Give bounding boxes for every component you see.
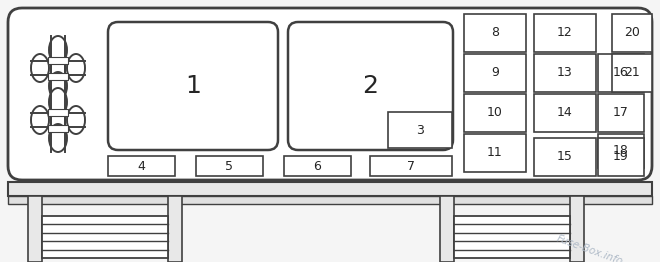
Text: 4: 4 (137, 160, 145, 172)
Bar (370, 156, 452, 176)
Bar (464, 134, 526, 172)
Bar (534, 14, 596, 52)
Bar (598, 54, 644, 92)
Bar (612, 54, 652, 92)
Ellipse shape (49, 72, 67, 100)
Text: 3: 3 (416, 123, 424, 137)
Bar (440, 196, 454, 262)
Bar (31, 113, 85, 127)
Bar (8, 182, 652, 196)
FancyBboxPatch shape (288, 22, 453, 150)
Ellipse shape (67, 54, 85, 82)
Bar (464, 14, 526, 52)
Bar (51, 88, 65, 152)
Text: 6: 6 (314, 160, 321, 172)
Text: 9: 9 (491, 67, 499, 79)
Bar (168, 196, 182, 262)
Bar (534, 54, 596, 92)
Bar (51, 61, 65, 75)
FancyBboxPatch shape (108, 22, 278, 150)
Text: 8: 8 (491, 26, 499, 40)
Bar (612, 14, 652, 52)
Text: 14: 14 (557, 106, 573, 119)
Text: 15: 15 (557, 150, 573, 163)
Text: 16: 16 (613, 67, 629, 79)
Text: 10: 10 (487, 106, 503, 119)
Bar (454, 216, 570, 258)
Text: 19: 19 (613, 150, 629, 163)
Bar (42, 216, 168, 258)
Bar (48, 73, 68, 79)
Bar (570, 196, 584, 262)
Ellipse shape (31, 54, 49, 82)
Bar (8, 196, 652, 204)
Bar (48, 57, 68, 63)
Text: 1: 1 (185, 74, 201, 98)
Bar (598, 138, 644, 176)
Ellipse shape (49, 88, 67, 116)
Bar (284, 156, 351, 176)
Bar (196, 156, 263, 176)
Text: 11: 11 (487, 146, 503, 160)
Ellipse shape (67, 106, 85, 134)
Ellipse shape (31, 106, 49, 134)
Bar (108, 156, 175, 176)
Bar (51, 113, 65, 127)
Bar (598, 94, 644, 132)
Bar (598, 134, 644, 168)
Bar (48, 124, 68, 132)
Text: 18: 18 (613, 145, 629, 157)
Text: 2: 2 (362, 74, 378, 98)
Text: 17: 17 (613, 106, 629, 119)
Bar (464, 54, 526, 92)
Text: 12: 12 (557, 26, 573, 40)
Bar (464, 94, 526, 132)
Ellipse shape (49, 124, 67, 152)
Bar (51, 36, 65, 100)
FancyBboxPatch shape (8, 8, 652, 180)
Bar (48, 108, 68, 116)
Text: Fuse-Box.info: Fuse-Box.info (555, 233, 624, 262)
Text: 21: 21 (624, 67, 640, 79)
Bar (534, 138, 596, 176)
Bar (534, 94, 596, 132)
Text: 20: 20 (624, 26, 640, 40)
Bar (31, 61, 85, 75)
Text: 13: 13 (557, 67, 573, 79)
Text: 7: 7 (407, 160, 415, 172)
Ellipse shape (49, 36, 67, 64)
Bar (28, 196, 42, 262)
Text: 5: 5 (226, 160, 234, 172)
Bar (388, 112, 452, 148)
